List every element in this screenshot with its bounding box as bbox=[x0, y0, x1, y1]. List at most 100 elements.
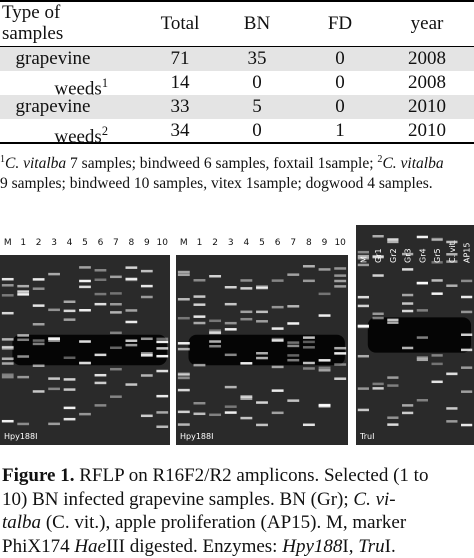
band bbox=[225, 328, 237, 331]
text-segment: 10) BN infected grapevine samples. BN (G… bbox=[2, 489, 353, 510]
band bbox=[319, 367, 331, 370]
band bbox=[64, 407, 76, 410]
header-cell: Total bbox=[140, 13, 220, 35]
cell: 33 bbox=[140, 96, 220, 118]
band bbox=[240, 395, 252, 398]
band bbox=[358, 387, 369, 390]
header-cell: year bbox=[387, 13, 467, 35]
header-cell: BN bbox=[217, 13, 297, 35]
band bbox=[272, 306, 284, 309]
band bbox=[417, 399, 428, 402]
band bbox=[178, 317, 190, 320]
lane-label: M bbox=[4, 238, 12, 248]
band bbox=[125, 344, 137, 347]
band bbox=[141, 296, 153, 299]
band bbox=[125, 266, 137, 269]
band bbox=[110, 311, 122, 314]
band bbox=[33, 287, 45, 290]
band bbox=[387, 416, 398, 419]
band bbox=[17, 423, 29, 426]
band bbox=[141, 270, 153, 273]
band bbox=[461, 333, 472, 336]
band bbox=[194, 322, 206, 325]
band bbox=[48, 377, 60, 380]
band bbox=[272, 389, 284, 392]
band bbox=[256, 352, 268, 355]
band bbox=[95, 382, 107, 385]
lane-label: 2 bbox=[212, 238, 218, 248]
text-segment: talba bbox=[2, 512, 41, 533]
lane-label: AP15 bbox=[463, 243, 472, 263]
band bbox=[178, 271, 190, 274]
text-segment: 9 samples; bindweed 10 samples, vitex 1s… bbox=[0, 175, 433, 192]
band bbox=[33, 278, 45, 281]
band bbox=[33, 343, 45, 346]
band bbox=[446, 241, 457, 244]
band bbox=[64, 301, 76, 304]
sample-type: grapevine bbox=[16, 96, 91, 117]
band bbox=[2, 278, 14, 281]
band bbox=[33, 323, 45, 326]
text-segment: C. vi- bbox=[353, 489, 395, 510]
band bbox=[17, 290, 29, 293]
band bbox=[2, 284, 14, 287]
footnote-ref: 1 bbox=[102, 76, 108, 90]
lane-label: 1 bbox=[20, 238, 26, 248]
text-line: PhiX174 HaeIII digested. Enzymes: Hpy188… bbox=[2, 535, 474, 558]
lane-label: 6 bbox=[275, 238, 281, 248]
band bbox=[272, 327, 284, 330]
band bbox=[432, 261, 443, 264]
cell: 2010 bbox=[387, 120, 467, 142]
band bbox=[334, 280, 346, 283]
band bbox=[178, 411, 190, 414]
band bbox=[402, 302, 413, 305]
primer-smear bbox=[368, 317, 471, 352]
band bbox=[194, 364, 206, 367]
text-segment: C. vitalba bbox=[382, 155, 443, 172]
enzyme-label: TruI bbox=[359, 432, 374, 441]
lane-label: 9 bbox=[144, 238, 150, 248]
band bbox=[178, 374, 190, 377]
band bbox=[64, 418, 76, 421]
band bbox=[461, 424, 472, 427]
band bbox=[240, 318, 252, 321]
band bbox=[319, 405, 331, 408]
band bbox=[319, 314, 331, 317]
lane-label: Gr4 bbox=[418, 248, 427, 263]
band bbox=[125, 383, 137, 386]
band bbox=[209, 320, 221, 323]
band bbox=[156, 338, 168, 341]
band bbox=[417, 236, 428, 239]
band bbox=[256, 357, 268, 360]
cell: 34 bbox=[140, 120, 220, 142]
band bbox=[194, 402, 206, 405]
band bbox=[95, 293, 107, 296]
band bbox=[79, 286, 91, 289]
band bbox=[17, 339, 29, 342]
band bbox=[64, 356, 76, 359]
band bbox=[125, 321, 137, 324]
band bbox=[446, 420, 457, 423]
band bbox=[225, 303, 237, 306]
band bbox=[194, 315, 206, 318]
band bbox=[79, 340, 91, 343]
band bbox=[2, 338, 14, 341]
caption: Figure 1. RFLP on R16F2/R2 amplicons. Se… bbox=[2, 464, 474, 558]
band bbox=[48, 273, 60, 276]
band bbox=[334, 363, 346, 366]
band bbox=[287, 359, 299, 362]
band bbox=[287, 273, 299, 276]
band bbox=[358, 409, 369, 412]
band bbox=[156, 426, 168, 429]
cell: 0 bbox=[217, 120, 297, 142]
band bbox=[125, 279, 137, 282]
cell: 14 bbox=[140, 72, 220, 94]
band bbox=[79, 309, 91, 312]
band bbox=[417, 336, 428, 339]
text-line: 1C. vitalba 7 samples; bindweed 6 sample… bbox=[0, 150, 474, 174]
row-label: grapevine bbox=[0, 48, 106, 70]
band bbox=[358, 355, 369, 358]
cell: 2008 bbox=[387, 72, 467, 94]
band bbox=[2, 373, 14, 376]
